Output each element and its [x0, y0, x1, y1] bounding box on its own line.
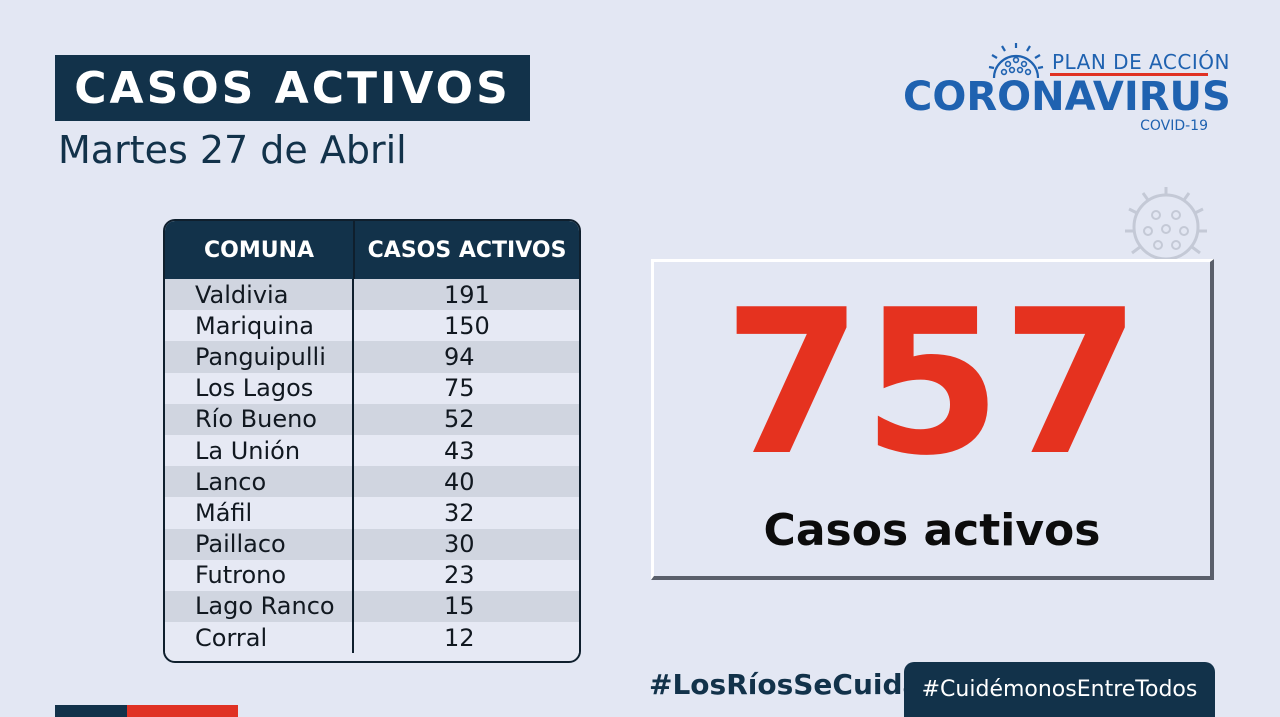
- hashtag-los-rios: #LosRíosSeCuida: [649, 668, 922, 701]
- hashtag-cuidemonos: #CuidémonosEntreTodos: [904, 662, 1215, 717]
- casos-cell: 30: [444, 530, 475, 559]
- comuna-cell: Máfil: [165, 497, 354, 529]
- logo-red-line: [1050, 73, 1208, 76]
- logo-plan-text: PLAN DE ACCIÓN: [1052, 50, 1230, 74]
- table-row: Futrono 23: [165, 559, 579, 591]
- header-comuna: COMUNA: [165, 221, 356, 279]
- table-row: Corral 12: [165, 622, 579, 654]
- footer-bar-red: [127, 705, 238, 717]
- total-cases-label: Casos activos: [763, 505, 1101, 556]
- total-cases-card: 757 Casos activos: [651, 259, 1214, 580]
- virus-decoration-icon: [1125, 187, 1207, 261]
- comuna-cell: Paillaco: [165, 528, 354, 560]
- comuna-cell: Panguipulli: [165, 341, 354, 373]
- comuna-cell: La Unión: [165, 434, 354, 467]
- casos-cell: 191: [444, 280, 490, 309]
- table-row: Mariquina 150: [165, 310, 579, 342]
- casos-cell: 40: [444, 467, 475, 496]
- page-title: CASOS ACTIVOS: [55, 55, 530, 121]
- casos-cell: 23: [444, 561, 475, 590]
- header-casos: CASOS ACTIVOS: [367, 237, 567, 263]
- table-body: Valdivia 191 Mariquina 150 Panguipulli 94 L…: [165, 279, 579, 654]
- comuna-cell: Lanco: [165, 466, 354, 498]
- comuna-cell: Corral: [165, 622, 354, 654]
- comuna-cell: Río Bueno: [165, 403, 354, 435]
- casos-cell: 52: [444, 405, 475, 434]
- table-row: Panguipulli 94: [165, 341, 579, 373]
- plan-coronavirus-logo: PLAN DE ACCIÓN CORONAVIRUS COVID-19: [900, 38, 1231, 138]
- table-header: COMUNA CASOS ACTIVOS: [165, 221, 579, 279]
- casos-cell: 150: [444, 311, 490, 340]
- table-row: Paillaco 30: [165, 528, 579, 560]
- casos-cell: 43: [444, 436, 475, 465]
- comuna-cell: Futrono: [165, 559, 354, 591]
- comuna-cell: Mariquina: [165, 310, 354, 342]
- casos-cell: 15: [444, 592, 475, 621]
- logo-coronavirus-text: CORONAVIRUS: [903, 74, 1231, 120]
- comuna-cell: Valdivia: [165, 279, 354, 311]
- logo-covid-text: COVID-19: [1140, 118, 1208, 134]
- virus-icon: [988, 43, 1044, 79]
- casos-cell: 94: [444, 342, 475, 371]
- table-row: Río Bueno 52: [165, 403, 579, 435]
- table-row: Máfil 32: [165, 497, 579, 529]
- comuna-cell: Lago Ranco: [165, 590, 354, 623]
- casos-cell: 12: [444, 623, 475, 652]
- footer-bar-blue: [55, 705, 127, 717]
- total-cases-number: 757: [723, 267, 1141, 500]
- casos-cell: 32: [444, 498, 475, 527]
- table-row: La Unión 43: [165, 434, 579, 467]
- table-row: Valdivia 191: [165, 279, 579, 311]
- active-cases-table: COMUNA CASOS ACTIVOS Valdivia 191 Mariqui…: [163, 219, 581, 663]
- comuna-cell: Los Lagos: [165, 372, 354, 404]
- table-row: Los Lagos 75: [165, 372, 579, 404]
- date-subtitle: Martes 27 de Abril: [58, 128, 407, 172]
- casos-cell: 75: [444, 374, 475, 403]
- table-row: Lanco 40: [165, 466, 579, 498]
- table-row: Lago Ranco 15: [165, 590, 579, 623]
